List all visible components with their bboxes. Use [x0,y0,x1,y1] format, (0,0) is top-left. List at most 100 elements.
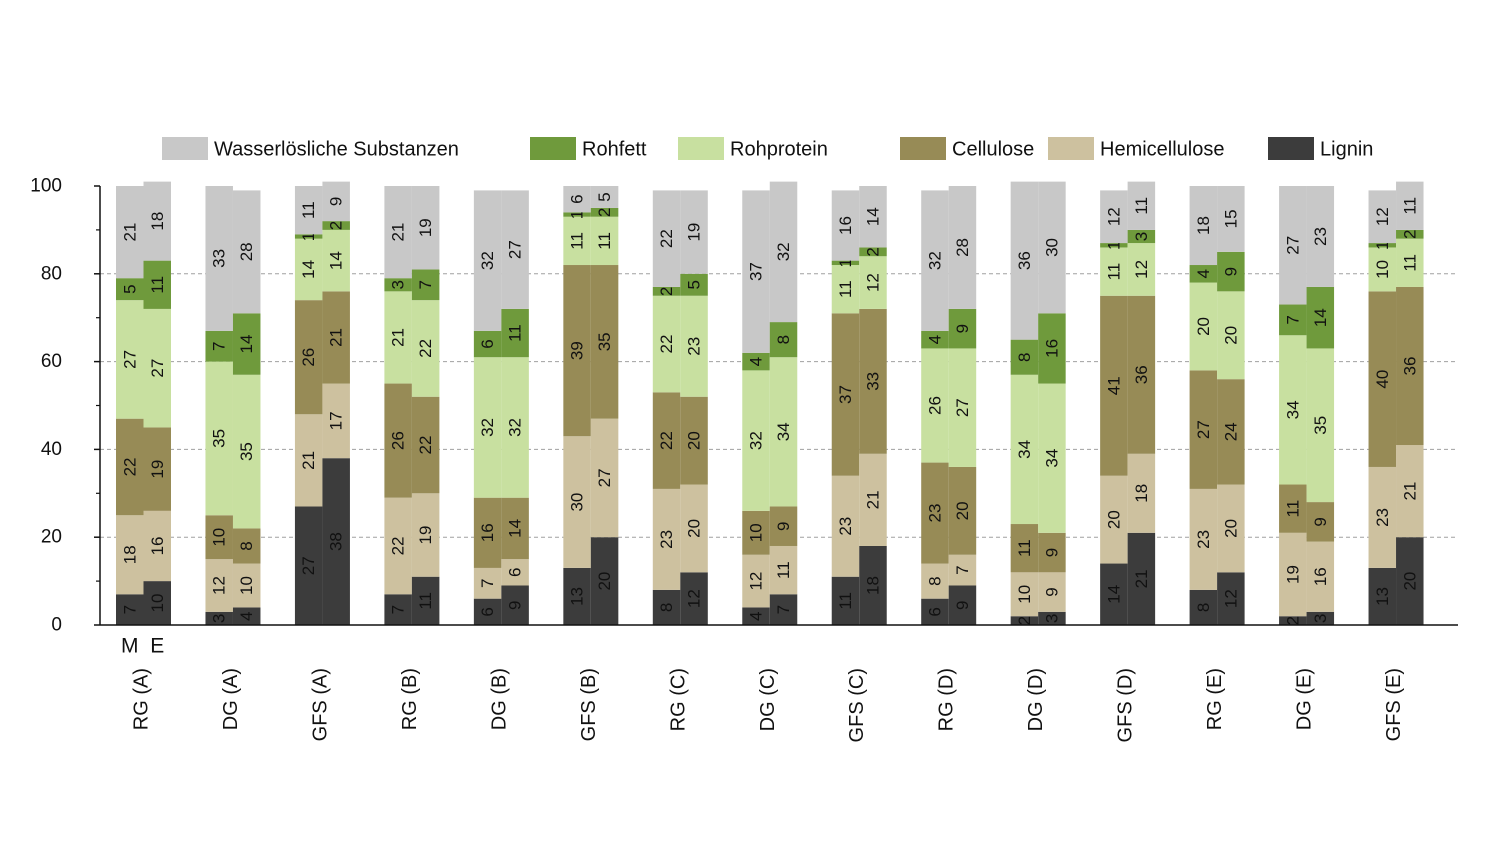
data-label: 19 [148,460,167,479]
bar-segment [384,594,412,625]
bar-segment [1279,532,1307,617]
y-tick-label: 100 [30,176,62,197]
bar-segment [1100,563,1128,625]
category-label: DG (D) [1025,668,1047,731]
data-label: 16 [1311,567,1330,586]
bar-segment [232,528,261,564]
data-label: 10 [747,523,766,542]
bar-segment [1306,502,1335,542]
bar-segment [116,594,144,625]
bar-segment [1396,286,1424,446]
data-label: 22 [389,537,408,556]
bar-segment [384,186,412,279]
bar-segment [948,585,977,625]
data-label: 20 [595,572,614,591]
sub-bar-label: M [121,635,139,658]
data-label: 26 [389,431,408,450]
axes: 0 20 40 60 80 100 [30,176,1458,636]
bar-segment [948,554,977,586]
data-label: 39 [568,341,587,360]
bar-segment [1189,186,1218,266]
data-label: 32 [478,251,497,270]
data-label: 5 [685,280,704,289]
data-label: 20 [1221,519,1240,538]
data-label: 19 [685,223,704,242]
bar-segment [680,295,708,397]
data-label: 13 [1373,587,1392,606]
data-label: 12 [1132,260,1151,279]
bar-segment [652,488,681,590]
bar-segment [1038,572,1066,612]
data-label: 36 [1015,251,1034,270]
bar-segment [1306,611,1335,625]
bar-segment [1189,282,1218,371]
data-label: 2 [657,287,676,296]
bar-segment [1189,488,1218,590]
data-label: 3 [210,614,229,623]
data-label: 10 [1373,260,1392,279]
data-label: 4 [925,335,944,344]
bar-group: 7 22 26 21 3 21 11 19 22 22 7 19 [384,186,440,625]
bar-segment [1396,229,1424,239]
bar-segment [116,515,144,595]
bar-segment [1010,181,1039,340]
bar-segment [742,607,770,625]
data-label: 37 [747,262,766,281]
data-label: 1 [836,258,855,267]
bar-segment [1306,348,1335,503]
data-label: 20 [1400,572,1419,591]
legend: Wasserlösliche Substanzen Rohfett Rohprote… [162,137,1373,161]
bar-segment [1127,295,1156,454]
bar-segment [116,278,144,301]
data-label: 10 [210,528,229,547]
data-label: 4 [237,611,256,620]
data-label: 3 [1132,232,1151,241]
data-label: 22 [416,436,435,455]
category-label: DG (C) [757,668,779,731]
data-label: 12 [1104,207,1123,226]
bar-segment [1217,186,1245,252]
bar-segment [1306,186,1335,287]
bar-segment [322,181,350,222]
data-label: 23 [1373,508,1392,527]
data-label: 16 [478,523,497,542]
data-label: 13 [568,587,587,606]
category-label: RG (B) [399,668,421,730]
data-label: 1 [1373,241,1392,250]
bar-segment [652,295,681,393]
data-label: 28 [953,238,972,257]
data-label: 14 [1104,585,1123,604]
bar-segment [143,510,171,582]
bar-segment [742,352,770,371]
bar-segment [1038,181,1066,314]
data-label: 12 [210,576,229,595]
data-label: 9 [1042,587,1061,596]
data-label: 3 [389,280,408,289]
bar-segment [411,396,440,494]
data-label: 7 [389,605,408,614]
bars: 7182227521101619271118312103573341083514… [116,181,1424,625]
bar-segment [501,190,529,309]
bar-segment [1100,475,1128,564]
data-label: 18 [1194,216,1213,235]
data-label: 7 [416,280,435,289]
legend-item: Rohprotein [678,137,828,161]
bar-segment [322,458,350,625]
category-label: GFS (C) [846,668,868,742]
data-label: 9 [953,324,972,333]
bar-segment [948,466,977,555]
bar-segment [294,300,323,415]
data-label: 10 [1015,585,1034,604]
bar-segment [1217,484,1245,573]
y-tick-label: 80 [41,263,62,284]
data-label: 21 [1400,482,1419,501]
bar-segment [1279,616,1307,625]
data-label: 30 [1042,238,1061,257]
data-label: 36 [1400,357,1419,376]
data-label: 7 [120,605,139,614]
data-label: 8 [925,576,944,585]
data-label: 6 [506,568,525,577]
